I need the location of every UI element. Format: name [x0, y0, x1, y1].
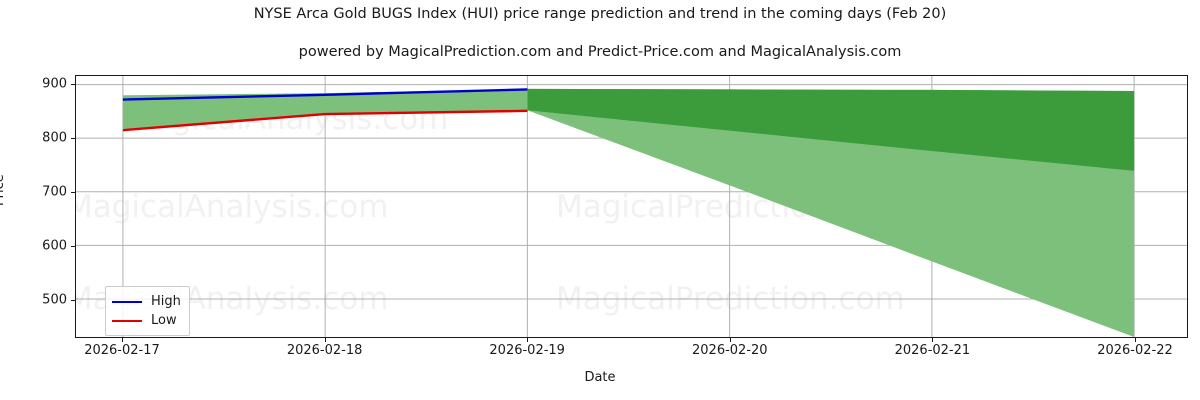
x-axis-tick-label: 2026-02-22	[1097, 343, 1173, 358]
y-axis-tick-mark	[71, 137, 75, 139]
range-band-forecast-inner-range	[527, 88, 1135, 171]
y-axis-tick-mark	[71, 245, 75, 247]
legend-color-swatch	[112, 300, 142, 303]
legend-item[interactable]: Low	[112, 311, 181, 330]
legend-item[interactable]: High	[112, 292, 181, 311]
chart-legend: High Low	[105, 286, 190, 336]
y-axis-tick-mark	[71, 299, 75, 301]
plot-area: MagicalAnalysis.comMagicalPrediction.com…	[75, 75, 1188, 338]
chart-subtitle: powered by MagicalPrediction.com and Pre…	[298, 44, 902, 60]
x-axis-tick-mark	[527, 338, 529, 342]
x-axis-tick-label: 2026-02-21	[894, 343, 971, 358]
y-axis-tick-label: 800	[42, 130, 67, 146]
x-axis-tick-label: 2026-02-17	[84, 343, 160, 358]
legend-color-swatch	[112, 319, 142, 322]
y-axis-tick-label: 500	[42, 292, 67, 308]
legend-item-label: High	[151, 294, 181, 309]
chart-title: NYSE Arca Gold BUGS Index (HUI) price ra…	[253, 6, 947, 22]
x-axis-tick-mark	[729, 338, 731, 342]
legend-item-label: Low	[151, 313, 177, 328]
x-axis-label: Date	[584, 370, 616, 385]
y-axis-tick-mark	[71, 191, 75, 193]
series-line-high	[122, 88, 528, 101]
range-band-historical-range	[122, 88, 528, 130]
x-axis-tick-mark	[1135, 338, 1136, 342]
x-axis-tick-mark	[932, 338, 934, 342]
y-axis-tick-label: 600	[42, 238, 67, 254]
y-axis-tick-label: 700	[42, 184, 67, 200]
series-line-low	[122, 109, 528, 132]
x-axis-tick-mark	[122, 338, 123, 342]
x-axis-tick-mark	[324, 338, 326, 342]
chart-canvas	[76, 76, 1187, 337]
y-axis-tick-mark	[71, 83, 75, 85]
x-axis-tick-label: 2026-02-19	[489, 343, 565, 358]
y-axis-tick-label: 900	[42, 76, 67, 92]
x-axis-tick-label: 2026-02-18	[286, 343, 363, 358]
x-axis-tick-label: 2026-02-20	[692, 343, 768, 358]
